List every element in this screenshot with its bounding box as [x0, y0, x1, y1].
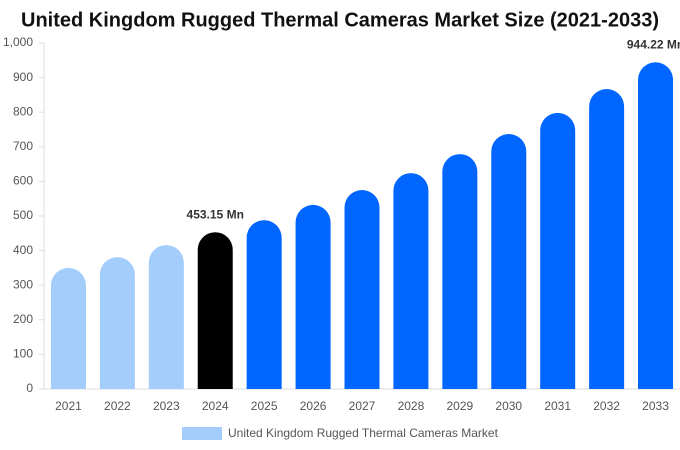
chart-title: United Kingdom Rugged Thermal Cameras Ma… [21, 9, 659, 31]
y-tick-label: 700 [13, 139, 33, 153]
x-tick-label: 2032 [593, 399, 620, 413]
y-tick-label: 400 [13, 243, 33, 257]
x-tick-label: 2022 [104, 399, 131, 413]
y-tick-label: 900 [13, 70, 33, 84]
y-tick-label: 600 [13, 174, 33, 188]
x-tick-label: 2033 [642, 399, 669, 413]
bar [491, 133, 527, 389]
bar [197, 232, 233, 389]
x-tick-label: 2027 [349, 399, 376, 413]
bar [50, 267, 86, 389]
bar [393, 173, 429, 389]
x-tick-label: 2028 [398, 399, 425, 413]
y-tick-label: 0 [26, 381, 33, 395]
x-tick-label: 2023 [153, 399, 180, 413]
bar [589, 89, 625, 389]
x-tick-label: 2024 [202, 399, 229, 413]
bar [148, 245, 184, 389]
y-tick-label: 500 [13, 208, 33, 222]
y-tick-label: 1,000 [3, 35, 33, 49]
bar [246, 220, 282, 389]
value-label: 944.22 Mn [627, 37, 680, 51]
x-tick-label: 2026 [300, 399, 327, 413]
y-tick-label: 800 [13, 104, 33, 118]
x-tick-label: 2031 [544, 399, 571, 413]
bar [295, 204, 331, 389]
bar [638, 62, 674, 390]
x-tick-label: 2025 [251, 399, 278, 413]
y-tick-label: 100 [13, 347, 33, 361]
legend-swatch [182, 427, 222, 440]
value-label: 453.15 Mn [187, 207, 244, 221]
y-tick-label: 300 [13, 277, 33, 291]
x-tick-label: 2029 [446, 399, 473, 413]
bar [540, 112, 576, 390]
bar [99, 257, 135, 389]
y-tick-label: 200 [13, 312, 33, 326]
legend-label: United Kingdom Rugged Thermal Cameras Ma… [228, 426, 499, 440]
x-tick-label: 2030 [495, 399, 522, 413]
bar [442, 154, 478, 389]
bar [344, 190, 380, 389]
x-tick-label: 2021 [55, 399, 82, 413]
